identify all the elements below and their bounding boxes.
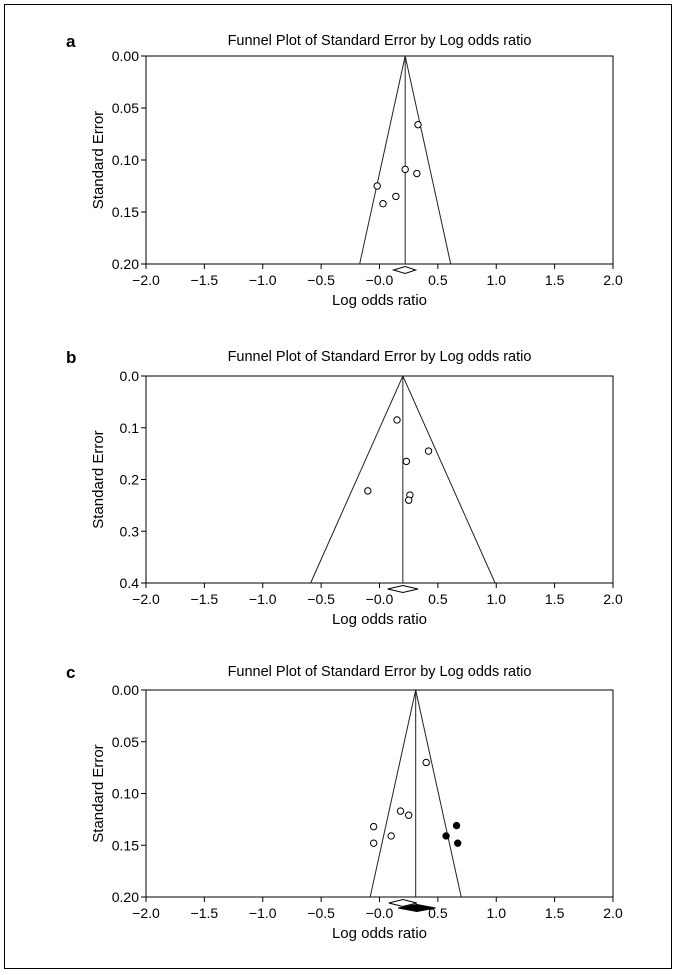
study-point <box>369 839 378 847</box>
y-axis-label: Standard Error <box>90 111 107 209</box>
chart-title: Funnel Plot of Standard Error by Log odd… <box>228 664 532 680</box>
y-tick-label: 0.15 <box>112 204 139 220</box>
funnel-left-line <box>359 55 406 265</box>
panel-letter: b <box>66 348 76 367</box>
x-tick-label: 2.0 <box>603 591 623 607</box>
y-axis-label: Standard Error <box>90 744 107 842</box>
study-point <box>393 416 401 424</box>
study-point <box>396 807 405 815</box>
x-tick-label: 1.0 <box>487 905 507 921</box>
x-tick-label: 0.5 <box>428 272 448 288</box>
x-tick-label: −1.5 <box>191 272 219 288</box>
figure-frame <box>4 4 672 969</box>
study-point <box>364 487 372 495</box>
x-axis-label: Log odds ratio <box>332 925 427 942</box>
summary-diamond-adjusted <box>398 903 436 913</box>
study-point <box>369 822 378 831</box>
funnel-right-line <box>402 375 496 584</box>
y-tick-label: 0.1 <box>120 420 140 436</box>
x-tick-label: 1.5 <box>545 905 565 921</box>
funnel-panel-b: b Funnel Plot of Standard Error by Log od… <box>66 348 623 628</box>
y-axis-label: Standard Error <box>90 430 107 528</box>
x-axis-label: Log odds ratio <box>332 292 427 309</box>
imputed-study-point <box>454 839 462 847</box>
y-tick-label: 0.15 <box>112 837 139 853</box>
x-tick-label: −1.5 <box>191 905 219 921</box>
study-point <box>387 832 395 840</box>
x-tick-label: 1.0 <box>487 591 507 607</box>
x-tick-label: −0.5 <box>307 591 335 607</box>
summary-diamond <box>387 584 419 594</box>
imputed-study-point <box>442 832 450 840</box>
y-tick-label: 0.3 <box>120 523 140 539</box>
study-point <box>402 457 411 466</box>
y-tick-label: 0.20 <box>112 256 139 272</box>
funnel-left-line <box>310 375 404 584</box>
imputed-study-point <box>452 821 461 830</box>
study-point <box>424 447 433 455</box>
x-tick-label: 0.5 <box>428 591 448 607</box>
y-tick-label: 0.0 <box>120 368 140 384</box>
y-tick-label: 0.00 <box>112 682 139 698</box>
x-tick-label: −1.0 <box>249 591 277 607</box>
y-tick-label: 0.10 <box>112 786 139 802</box>
plot-area <box>145 375 614 584</box>
study-point <box>401 165 409 174</box>
x-tick-label: −1.0 <box>249 905 277 921</box>
x-tick-label: −1.0 <box>249 272 277 288</box>
x-tick-label: 1.0 <box>487 272 507 288</box>
funnel-panel-c: c Funnel Plot of Standard Error by Log od… <box>66 663 623 942</box>
plot-area <box>145 55 614 265</box>
study-point <box>404 496 413 504</box>
y-tick-label: 0.20 <box>112 889 139 905</box>
funnel-right-line <box>415 689 462 898</box>
study-point <box>413 169 421 178</box>
panel-letter: c <box>66 663 75 682</box>
x-tick-label: 2.0 <box>603 905 623 921</box>
funnel-panel-a: a Funnel Plot of Standard Error by Log od… <box>66 32 623 309</box>
funnel-right-line <box>404 55 452 265</box>
x-tick-label: −2.0 <box>132 591 160 607</box>
y-tick-label: 0.05 <box>112 100 139 116</box>
x-tick-label: −0.0 <box>366 905 394 921</box>
x-tick-label: 0.5 <box>428 905 448 921</box>
funnel-left-line <box>369 689 417 898</box>
chart-title: Funnel Plot of Standard Error by Log odd… <box>228 33 532 49</box>
y-tick-label: 0.05 <box>112 734 139 750</box>
x-tick-label: −0.5 <box>307 905 335 921</box>
x-tick-label: −1.5 <box>191 591 219 607</box>
x-tick-label: 1.5 <box>545 272 565 288</box>
y-tick-label: 0.10 <box>112 152 139 168</box>
chart-title: Funnel Plot of Standard Error by Log odd… <box>228 349 532 365</box>
y-tick-label: 0.00 <box>112 48 139 64</box>
study-point <box>373 182 381 190</box>
panel-letter: a <box>66 32 76 51</box>
x-axis-label: Log odds ratio <box>332 611 427 628</box>
plot-area <box>145 689 614 898</box>
x-tick-label: −2.0 <box>132 272 160 288</box>
summary-diamond <box>388 898 417 908</box>
summary-diamond <box>391 265 418 275</box>
x-tick-label: 1.5 <box>545 591 565 607</box>
study-point <box>414 120 422 129</box>
study-point <box>392 192 400 201</box>
y-tick-label: 0.4 <box>120 575 140 591</box>
x-tick-label: −0.0 <box>366 272 394 288</box>
x-tick-label: −0.0 <box>366 591 394 607</box>
study-point <box>379 199 387 208</box>
x-tick-label: −0.5 <box>307 272 335 288</box>
study-point <box>422 758 430 767</box>
x-tick-label: 2.0 <box>603 272 623 288</box>
y-tick-label: 0.2 <box>120 472 140 488</box>
study-point <box>404 811 413 819</box>
x-tick-label: −2.0 <box>132 905 160 921</box>
